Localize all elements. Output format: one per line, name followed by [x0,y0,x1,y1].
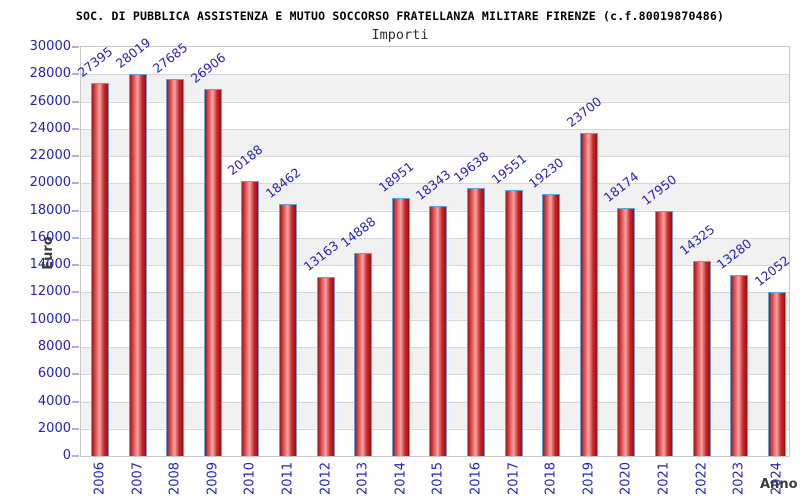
y-tick-label: 12000 [29,284,71,300]
bar-value-label: 18174 [601,168,642,206]
y-tick-mark [72,155,79,158]
x-tick-label: 2011 [280,461,296,496]
y-tick-mark [72,345,79,348]
bar-value-label: 27685 [149,39,191,76]
chart-title: SOC. DI PUBBLICA ASSISTENZA E MUTUO SOCC… [75,9,725,23]
y-tick-label: 18000 [29,202,71,218]
gridline [81,101,789,103]
y-tick-mark [72,291,79,294]
y-tick-mark [72,100,79,103]
y-tick-mark [72,373,79,376]
y-tick-label: 26000 [29,93,71,109]
y-tick-label: 2000 [37,420,71,436]
y-tick-mark [72,236,79,239]
x-tick-label: 2007 [130,461,146,496]
x-tick-label: 2009 [205,461,221,496]
bar-2006 [91,82,109,456]
plot-area: 27395 28019 27685 26906 20188 18462 13163 14888… [75,35,793,457]
y-tick-label: 8000 [37,338,71,354]
bar-2017 [504,189,523,456]
x-tick-label: 2019 [581,461,597,496]
x-tick-label: 2023 [731,461,747,496]
gridline [81,156,789,158]
y-tick-label: 22000 [29,148,71,164]
bar-2009 [203,89,222,456]
gridline [81,183,789,185]
bar-2020 [617,208,636,456]
y-tick-label: 20000 [29,175,71,191]
y-tick-label: 16000 [29,229,71,245]
y-tick-mark [72,318,79,321]
y-tick-mark [72,73,79,76]
chart-subtitle: Importi [371,27,429,43]
bar-value-label: 19230 [525,154,567,191]
y-tick-label: 4000 [37,393,71,409]
y-tick-mark [72,400,79,403]
x-tick-label: 2016 [468,461,484,496]
y-tick-mark [72,46,79,48]
bar-value-label: 14888 [337,213,379,250]
y-tick-label: 0 [62,448,71,463]
bar-2013 [354,253,373,456]
bar-value-label: 20188 [225,141,266,178]
bar-value-label: 12052 [751,252,793,289]
x-axis-title: Anno [760,477,798,492]
y-tick-mark [72,127,79,130]
bar-value-label: 19638 [450,148,492,186]
bar-value-label: 23700 [563,93,605,130]
bar-2015 [429,205,448,456]
bar-2007 [128,74,147,456]
bar-2021 [655,211,673,456]
x-tick-label: 2021 [656,461,672,496]
bar-value-label: 18343 [413,166,454,203]
bar-value-label: 18951 [375,158,417,195]
x-tick-label: 2008 [167,461,183,496]
y-tick-label: 6000 [37,366,71,382]
bar-2023 [730,274,749,456]
bar-2024 [767,291,786,456]
bar-2014 [391,197,410,456]
x-tick-label: 2006 [92,461,108,496]
x-tick-label: 2010 [242,461,258,496]
bar-2010 [241,180,260,456]
x-tick-label: 2015 [430,461,446,496]
x-tick-label: 2014 [393,461,409,496]
y-tick-label: 28000 [29,66,71,82]
x-tick-label: 2022 [694,461,710,496]
bar-value-label: 13163 [300,237,341,274]
bar-2011 [279,204,297,456]
gridline [81,74,789,76]
bar-2008 [166,78,185,456]
y-tick-label: 14000 [29,257,71,273]
y-tick-mark [72,182,79,185]
y-tick-mark [72,209,79,212]
x-tick-label: 2020 [618,461,634,496]
bar-2019 [579,132,598,456]
y-tick-mark [72,455,79,457]
gridline [81,128,789,130]
y-tick-label: 24000 [29,120,71,136]
bar-2012 [316,276,335,456]
bar-value-label: 14325 [676,221,717,258]
y-tick-mark [72,264,79,267]
bar-2022 [692,260,711,456]
bar-value-label: 17950 [638,171,680,209]
bar-value-label: 13280 [713,235,755,272]
bar-value-label: 26906 [187,49,229,87]
y-axis-title: Euro [41,236,56,270]
x-tick-label: 2012 [318,461,334,496]
x-tick-label: 2013 [355,461,371,496]
y-tick-mark [72,427,79,430]
x-tick-label: 2017 [506,461,522,496]
bar-2018 [542,193,561,456]
bar-2016 [467,188,485,456]
y-tick-label: 10000 [29,311,71,327]
x-tick-label: 2018 [543,461,559,496]
